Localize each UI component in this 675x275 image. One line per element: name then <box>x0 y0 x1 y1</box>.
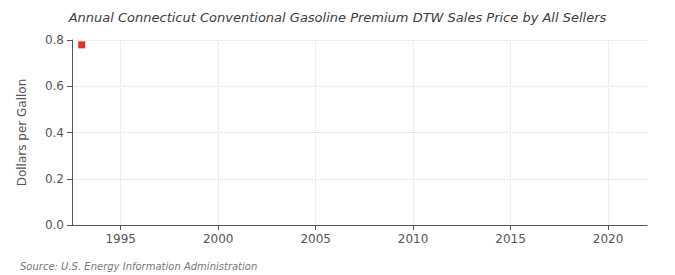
svg-text:Source: U.S. Energy Informatio: Source: U.S. Energy Information Administ… <box>20 261 257 272</box>
svg-text:1995: 1995 <box>105 232 136 246</box>
svg-text:2005: 2005 <box>300 232 331 246</box>
svg-text:0.8: 0.8 <box>45 33 64 47</box>
svg-text:2015: 2015 <box>495 232 526 246</box>
svg-text:2020: 2020 <box>593 232 624 246</box>
svg-text:0.4: 0.4 <box>45 126 64 140</box>
svg-text:2010: 2010 <box>398 232 429 246</box>
svg-text:2000: 2000 <box>203 232 234 246</box>
svg-text:0.0: 0.0 <box>45 218 64 232</box>
svg-text:0.6: 0.6 <box>45 79 64 93</box>
svg-text:0.2: 0.2 <box>45 172 64 186</box>
svg-text:Annual Connecticut Conventiona: Annual Connecticut Conventional Gasoline… <box>68 10 607 25</box>
svg-text:Dollars per Gallon: Dollars per Gallon <box>15 79 29 187</box>
